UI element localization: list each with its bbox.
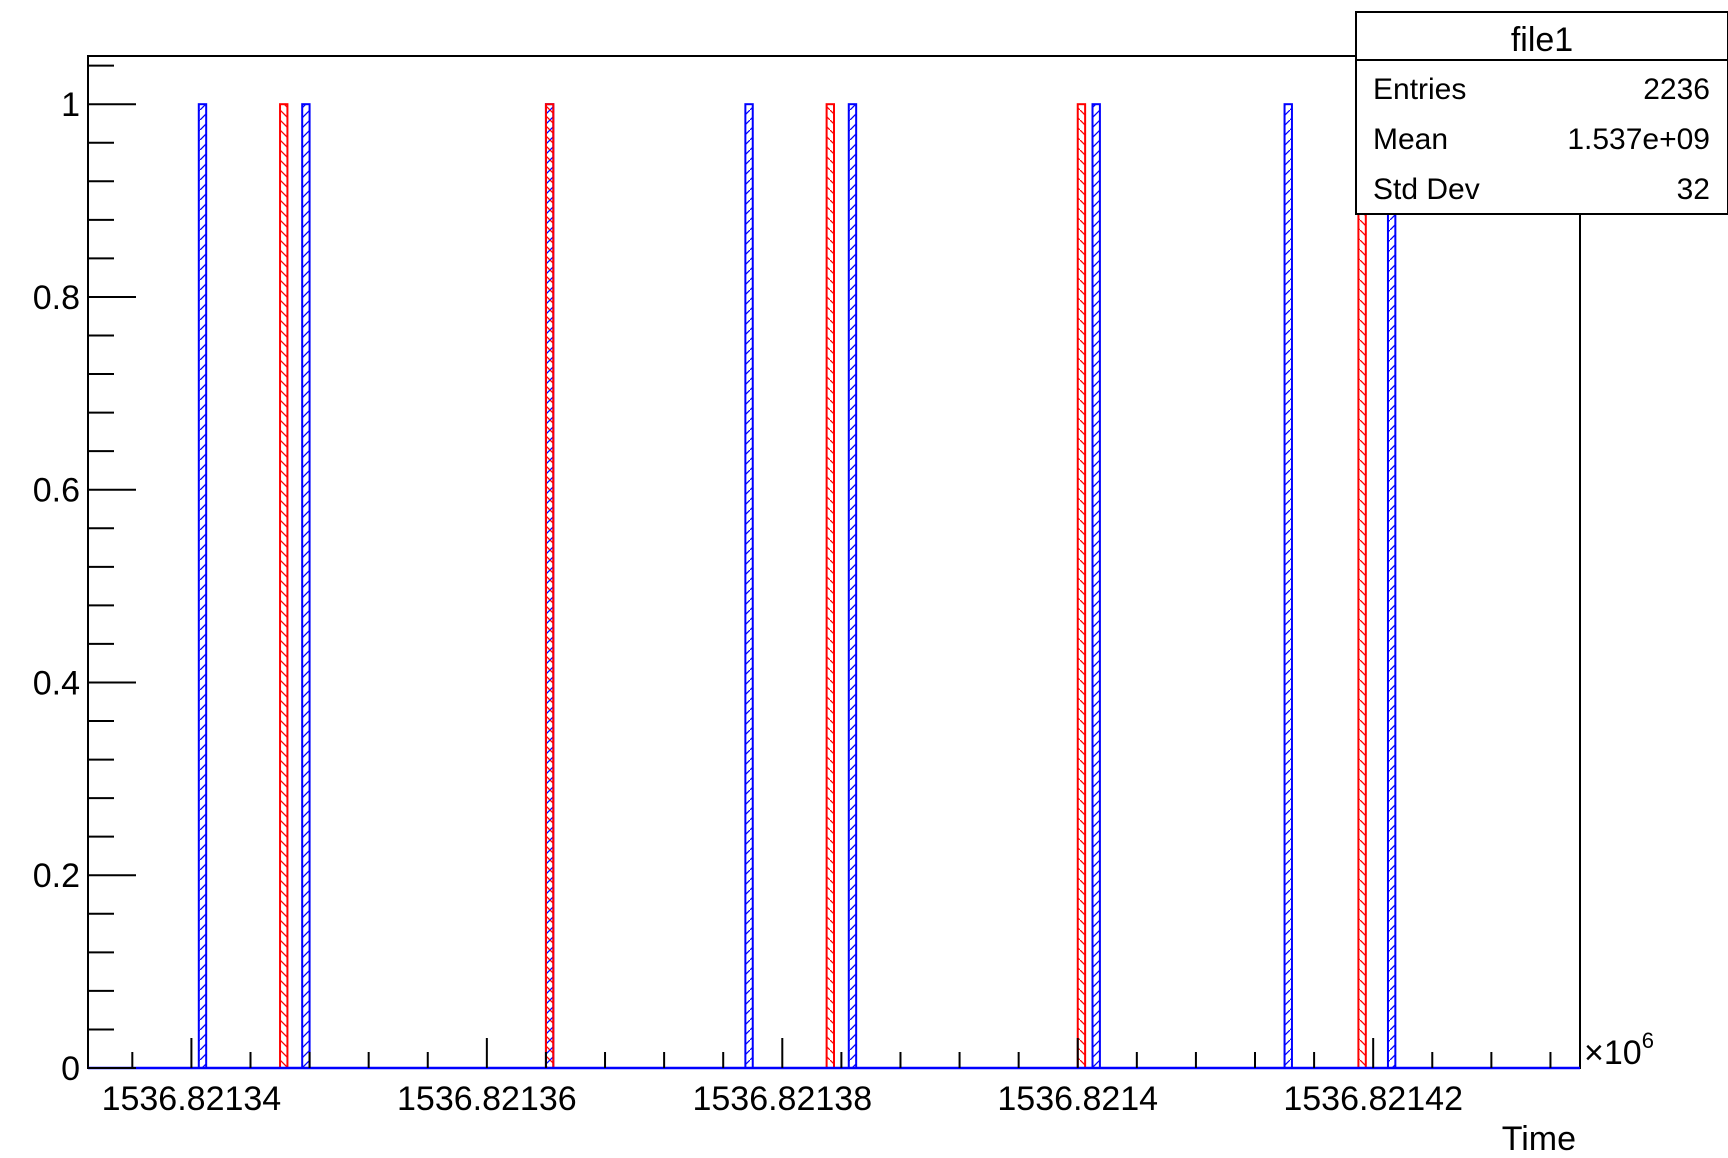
y-tick-label: 0.8 — [33, 279, 80, 317]
x-axis-ticks: 1536.82134 1536.82136 1536.82138 1536.8214 1… — [102, 1038, 1552, 1118]
histogram-bar — [301, 103, 311, 1069]
y-axis-ticks: 0 0.2 0.4 0.6 0.8 1 — [33, 64, 136, 1088]
histogram-bar — [1076, 103, 1087, 1069]
y-tick-label: 0.2 — [33, 857, 80, 895]
histogram-bar — [847, 103, 858, 1069]
x-tick-label: 1536.82142 — [1283, 1080, 1463, 1118]
y-tick-label: 0.6 — [33, 472, 80, 510]
histogram-bar — [1386, 103, 1397, 1069]
x-tick-label: 1536.82134 — [102, 1080, 282, 1118]
stats-box-frame — [1355, 11, 1728, 215]
histogram-bar — [1091, 103, 1101, 1069]
stats-mean-label: Mean — [1373, 123, 1448, 156]
histogram-bar — [1357, 103, 1367, 1069]
y-tick-label: 0 — [61, 1050, 80, 1088]
stats-box-title: file1 — [1511, 21, 1573, 59]
y-tick-label: 1 — [61, 86, 80, 124]
stats-entries-value: 2236 — [1643, 73, 1710, 106]
stats-box: file1 Entries 2236 Mean 1.537e+09 Std De… — [1355, 11, 1728, 215]
stats-mean-value: 1.537e+09 — [1567, 123, 1710, 156]
x-tick-label: 1536.8214 — [997, 1080, 1158, 1118]
x-tick-label: 1536.82136 — [397, 1080, 577, 1118]
histogram-bar — [1283, 103, 1293, 1069]
histogram-bars — [197, 103, 1397, 1069]
histogram-bar — [744, 103, 754, 1069]
stats-entries-label: Entries — [1373, 73, 1466, 106]
x-axis-multiplier: ×106 — [1584, 1028, 1654, 1072]
histogram-bar — [197, 103, 208, 1069]
histogram-bar — [279, 103, 289, 1069]
stats-stddev-value: 32 — [1677, 173, 1710, 206]
histogram-bar — [825, 103, 835, 1069]
y-tick-label: 0.4 — [33, 664, 80, 702]
histogram-bar — [544, 103, 555, 1069]
x-axis-title: Time — [1502, 1120, 1576, 1158]
x-tick-label: 1536.82138 — [692, 1080, 872, 1118]
stats-stddev-label: Std Dev — [1373, 173, 1480, 206]
